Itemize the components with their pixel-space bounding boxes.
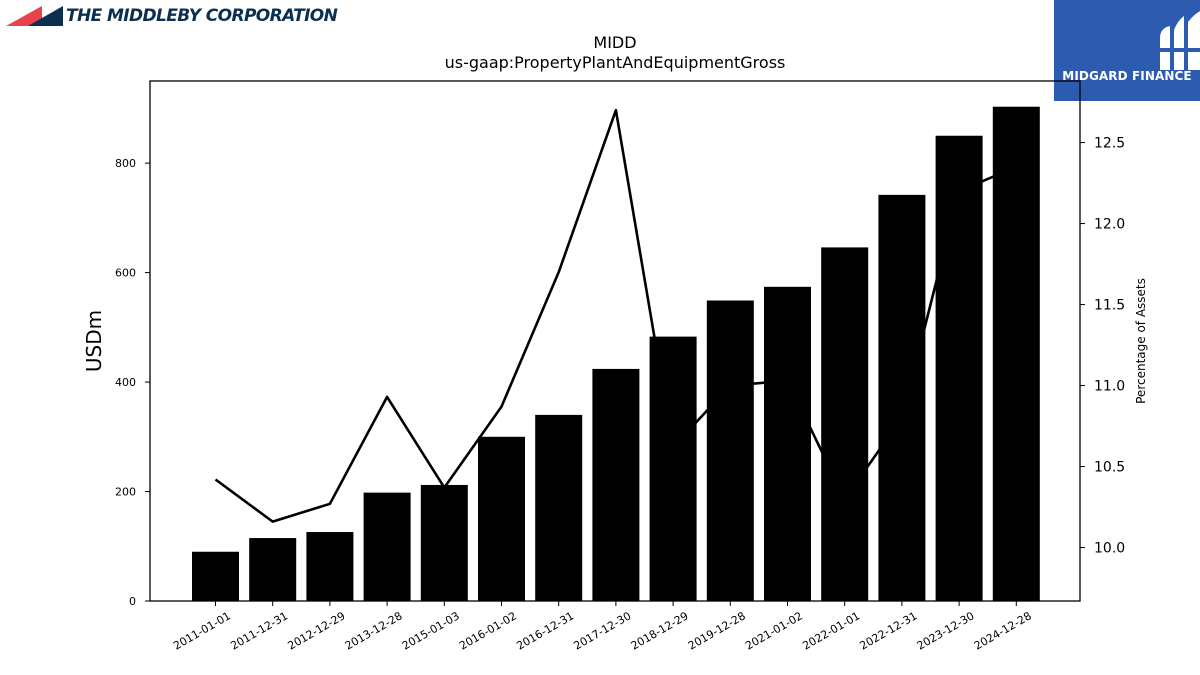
bar-2016-12-31 <box>535 414 583 601</box>
y2-axis-label: Percentage of Assets <box>1134 278 1148 404</box>
x-tick-label: 2011-01-01 <box>171 609 233 652</box>
x-tick-label: 2011-12-31 <box>228 609 290 652</box>
right-tick-label: 10.5 <box>1094 460 1125 476</box>
right-tick-label: 10.0 <box>1094 541 1125 557</box>
x-tick-label: 2016-12-31 <box>514 609 576 652</box>
x-tick-label: 2024-12-28 <box>972 609 1034 652</box>
bars-layer <box>192 106 1040 601</box>
middleby-flag-icon <box>6 6 63 26</box>
x-tick-label: 2016-01-02 <box>457 609 519 652</box>
bar-2017-12-30 <box>592 368 640 601</box>
chart-subtitle: us-gaap:PropertyPlantAndEquipmentGross <box>445 53 786 72</box>
left-tick-label: 800 <box>115 157 136 170</box>
brand-logo: MIDGARD FINANCE <box>1054 0 1200 101</box>
plot-frame <box>149 80 1081 602</box>
x-tick-label: 2013-12-28 <box>343 609 405 652</box>
brand-name: MIDGARD FINANCE <box>1062 69 1192 83</box>
bar-2022-01-01 <box>821 247 869 601</box>
right-tick-label: 11.0 <box>1094 379 1125 395</box>
x-tick-label: 2022-12-31 <box>858 609 920 652</box>
left-tick-label: 0 <box>129 595 136 608</box>
y-axis-label: USDm <box>82 310 106 372</box>
bar-2016-01-02 <box>478 436 525 601</box>
bar-2021-01-02 <box>764 286 811 601</box>
x-tick-label: 2022-01-01 <box>800 609 862 652</box>
left-tick-label: 200 <box>115 486 136 499</box>
x-tick-label: 2012-12-29 <box>286 609 348 652</box>
left-axis-ticks: 0 200 400 600 800 <box>115 157 150 608</box>
bar-2024-12-28 <box>992 106 1040 601</box>
midgard-finance-icon <box>1158 11 1200 70</box>
right-tick-label: 12.0 <box>1094 217 1125 233</box>
x-tick-label: 2019-12-28 <box>686 609 748 652</box>
right-tick-label: 12.5 <box>1094 136 1125 152</box>
bar-2013-12-28 <box>363 492 411 601</box>
bar-2011-12-31 <box>249 538 297 601</box>
left-tick-label: 400 <box>115 376 136 389</box>
right-axis-ticks: 10.0 10.5 11.0 11.5 12.0 12.5 <box>1080 136 1125 557</box>
bar-2011-01-01 <box>192 551 239 601</box>
x-tick-label: 2021-01-02 <box>743 609 805 652</box>
bar-2019-12-28 <box>706 300 754 601</box>
left-tick-label: 600 <box>115 267 136 280</box>
bar-2023-12-30 <box>935 135 983 601</box>
x-tick-label: 2017-12-30 <box>572 609 634 652</box>
x-axis-ticks: 2011-01-012011-12-312012-12-292013-12-28… <box>171 601 1034 653</box>
percentage-line <box>214 108 1017 523</box>
company-name: THE MIDDLEBY CORPORATION <box>66 6 338 26</box>
x-tick-label: 2023-12-30 <box>915 609 977 652</box>
bar-2022-12-31 <box>878 194 926 601</box>
company-logo: THE MIDDLEBY CORPORATION <box>0 0 338 34</box>
x-tick-label: 2018-12-29 <box>629 609 691 652</box>
bar-2012-12-29 <box>306 532 354 601</box>
bar-2018-12-29 <box>649 336 697 601</box>
x-tick-label: 2015-01-03 <box>400 609 462 652</box>
chart-title: MIDD <box>593 33 636 52</box>
bar-2015-01-03 <box>420 484 468 601</box>
line-layer <box>214 108 1017 523</box>
right-tick-label: 11.5 <box>1094 298 1125 314</box>
